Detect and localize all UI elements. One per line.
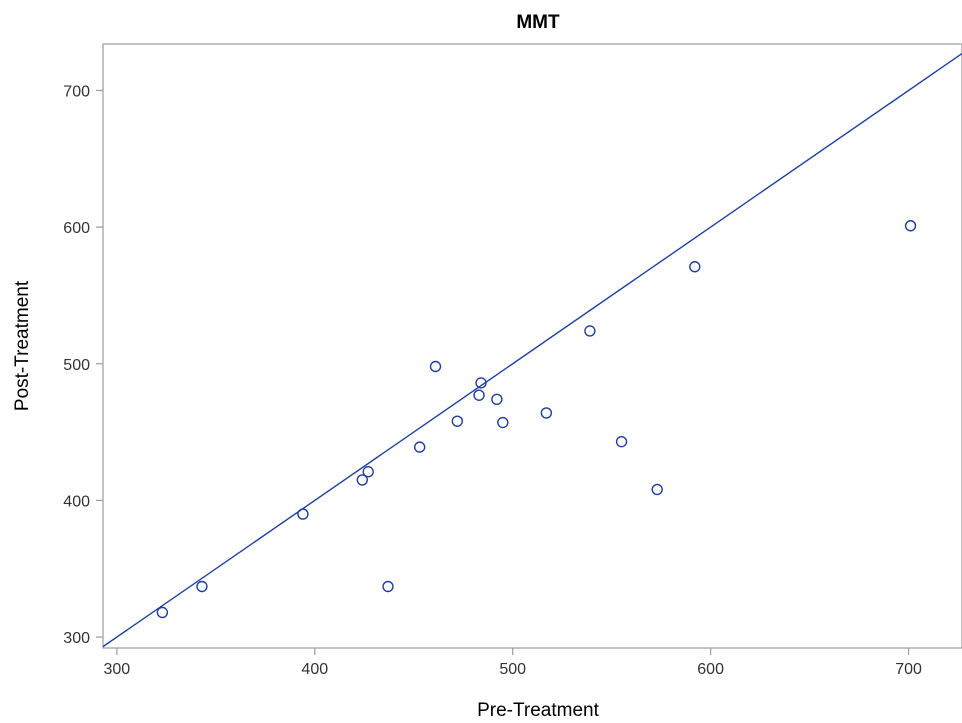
data-point-4 [356, 474, 368, 486]
x-axis: 300 400 500 600 700 [104, 648, 922, 678]
y-tick-label-600: 600 [63, 220, 90, 237]
data-point-11 [475, 377, 487, 389]
data-point-14 [540, 407, 553, 419]
identity-line [103, 52, 962, 648]
chart-title: MMT [516, 12, 560, 33]
y-tick-label-700: 700 [63, 83, 90, 100]
data-point-6 [382, 580, 394, 593]
x-tick-label-500: 500 [499, 661, 526, 678]
plot-area [102, 43, 962, 649]
x-tick-label-600: 600 [697, 661, 724, 678]
data-point-5 [362, 466, 374, 478]
data-point-2 [196, 580, 208, 593]
y-tick-label-500: 500 [63, 357, 90, 374]
x-tick-label-700: 700 [895, 661, 922, 678]
data-point-17 [651, 483, 663, 496]
data-point-13 [497, 416, 509, 429]
x-tick-label-400: 400 [301, 661, 328, 678]
data-point-1 [156, 606, 169, 619]
y-axis: 300 400 500 600 700 [63, 83, 103, 647]
data-point-12 [491, 393, 503, 405]
y-axis-label: Post-Treatment [12, 280, 33, 411]
data-point-9 [451, 415, 463, 427]
data-point-8 [429, 360, 442, 373]
data-point-16 [615, 435, 628, 448]
data-point-10 [473, 389, 485, 401]
y-tick-label-400: 400 [63, 493, 90, 510]
y-tick-label-300: 300 [63, 630, 90, 647]
data-point-3 [297, 508, 309, 520]
data-point-7 [413, 441, 426, 453]
data-point-15 [584, 325, 596, 337]
data-point-19 [904, 220, 917, 232]
x-axis-label: Pre-Treatment [477, 700, 599, 721]
data-point-18 [689, 261, 701, 273]
x-tick-label-300: 300 [104, 661, 131, 678]
plot-frame [102, 43, 962, 649]
